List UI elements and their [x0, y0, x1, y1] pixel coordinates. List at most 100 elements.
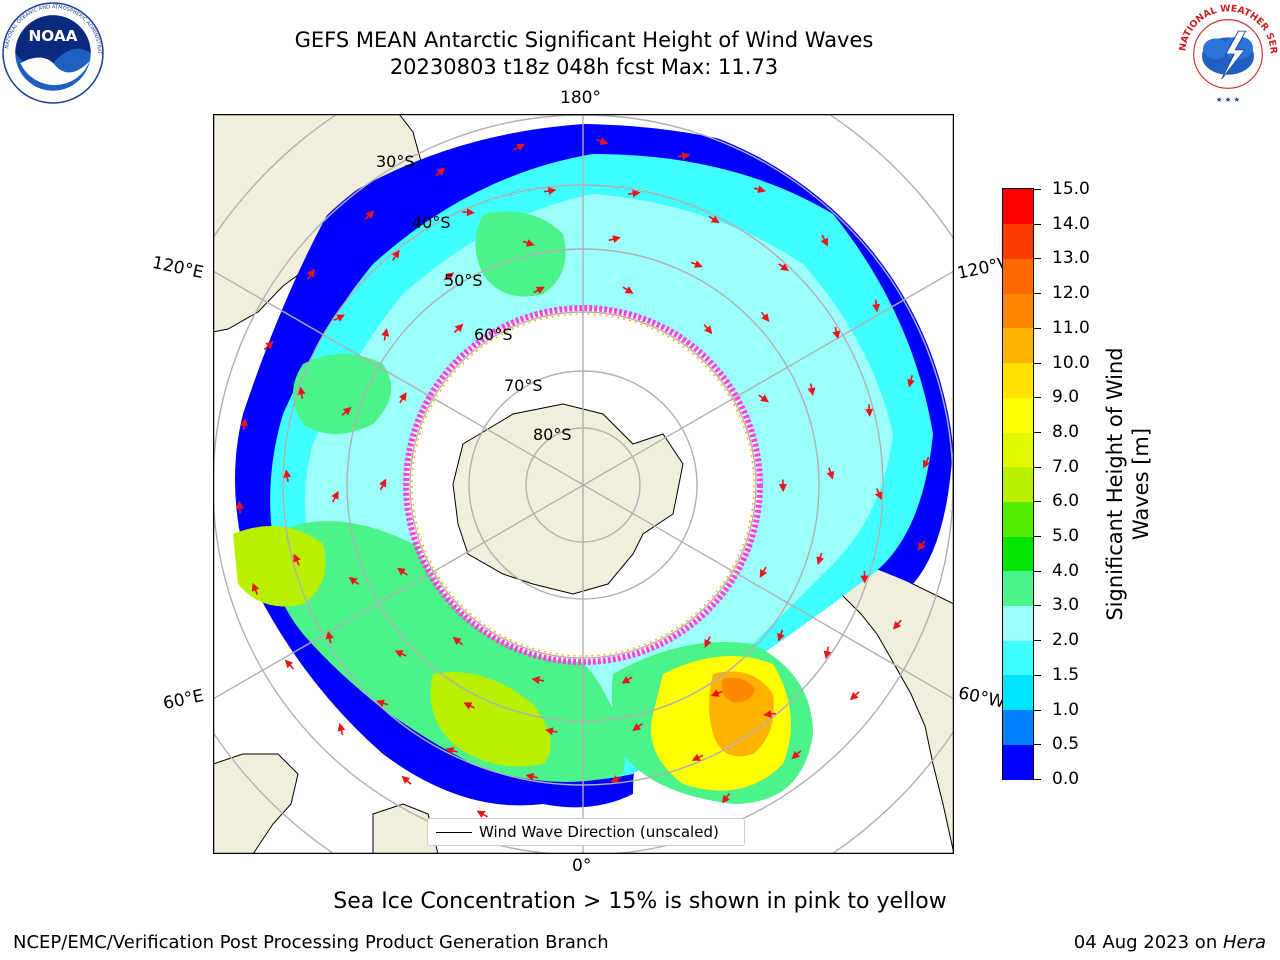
- wave-direction-arrow: [394, 650, 407, 658]
- wave-direction-arrow: [874, 488, 883, 501]
- wave-direction-arrow: [807, 383, 816, 396]
- colorbar-tick: [1034, 397, 1041, 399]
- colorbar-segment: [1003, 536, 1033, 572]
- colorbar-segment: [1003, 258, 1033, 294]
- colorbar-tick-label: 14.0: [1052, 213, 1090, 234]
- polar-wave-map: [213, 114, 954, 854]
- lon-label-60e: 60°E: [161, 685, 206, 715]
- wave-direction-arrow: [677, 152, 691, 160]
- wave-direction-arrow: [391, 249, 400, 261]
- footer-date: 04 Aug 2023 on Hera: [1074, 932, 1266, 953]
- wave-direction-arrow: [690, 260, 703, 268]
- wave-direction-arrow: [331, 490, 339, 503]
- wave-direction-arrow: [763, 710, 776, 719]
- colorbar-tick-label: 12.0: [1052, 283, 1090, 304]
- wave-direction-arrow: [708, 215, 720, 224]
- colorbar-tick-label: 15.0: [1052, 179, 1090, 199]
- colorbar-tick: [1034, 570, 1041, 572]
- colorbar-tick-label: 3.0: [1052, 595, 1080, 616]
- wave-direction-arrow: [293, 553, 301, 566]
- colorbar-tick-label: 11.0: [1052, 317, 1090, 338]
- colorbar-tick-label: 0.0: [1052, 769, 1080, 789]
- colorbar-segment: [1003, 466, 1033, 502]
- antarctica-landmass: [452, 403, 684, 595]
- colorbar-tick: [1034, 779, 1041, 780]
- wave-direction-arrow: [778, 263, 790, 272]
- wave-direction-arrow: [596, 137, 609, 145]
- colorbar-tick-label: 10.0: [1052, 352, 1090, 373]
- noaa-logo: NOAA NATIONAL OCEANIC AND ATMOSPHERIC AD…: [2, 2, 104, 104]
- wave-direction-arrow: [435, 167, 446, 177]
- wave-direction-arrow: [325, 630, 334, 644]
- wave-direction-arrow: [791, 750, 802, 760]
- wave-direction-arrow: [826, 467, 835, 480]
- wave-direction-arrow: [284, 659, 295, 670]
- colorbar-segment: [1003, 189, 1033, 225]
- south-africa-landmass: [213, 753, 299, 854]
- wave-direction-arrow: [453, 323, 464, 334]
- wave-direction-arrow: [348, 576, 360, 586]
- wave-direction-arrow: [522, 239, 535, 247]
- wave-direction-arrow: [333, 314, 346, 322]
- colorbar-tick-label: 0.5: [1052, 734, 1080, 755]
- sea-ice-caption: Sea Ice Concentration > 15% is shown in …: [333, 889, 947, 914]
- wave-direction-arrow: [892, 619, 902, 630]
- colorbar-segment: [1003, 605, 1033, 641]
- wave-direction-arrow: [263, 340, 274, 351]
- wave-direction-arrow: [462, 208, 475, 217]
- wave-direction-arrow: [710, 689, 723, 697]
- wave-direction-arrow: [463, 702, 475, 710]
- footer-credit: NCEP/EMC/Verification Post Processing Pr…: [13, 932, 609, 953]
- colorbar-segment: [1003, 223, 1033, 259]
- wave-direction-arrow: [923, 456, 931, 469]
- wave-direction-arrow: [608, 235, 621, 244]
- colorbar-segment: [1003, 431, 1033, 468]
- wave-direction-arrow: [396, 567, 408, 576]
- wave-direction-arrow: [378, 478, 387, 491]
- colorbar-tick: [1034, 501, 1041, 503]
- colorbar-segment: [1003, 709, 1033, 745]
- wave-direction-arrow: [753, 185, 766, 194]
- wave-direction-arrow: [525, 772, 538, 781]
- wave-direction-arrow: [401, 775, 412, 785]
- wave-direction-arrow: [632, 722, 643, 732]
- colorbar-tick: [1034, 258, 1041, 260]
- colorbar-segment: [1003, 744, 1033, 780]
- colorbar-tick: [1034, 744, 1041, 746]
- wave-direction-arrow: [610, 775, 623, 783]
- wave-direction-arrow: [443, 272, 455, 281]
- wave-direction-arrow: [823, 646, 832, 660]
- colorbar-segment: [1003, 327, 1033, 364]
- lon-label-180: 180°: [560, 88, 601, 108]
- wave-direction-arrow: [758, 394, 770, 403]
- lon-label-60w: 60°W: [956, 683, 1007, 713]
- wave-direction-arrow: [251, 582, 260, 595]
- wave-direction-arrow: [816, 552, 824, 566]
- wave-direction-arrow: [627, 189, 641, 198]
- wave-direction-arrow: [820, 234, 828, 247]
- map-legend: Wind Wave Direction (unscaled): [427, 818, 745, 846]
- colorbar-tick: [1034, 431, 1041, 433]
- colorbar-tick-label: 13.0: [1052, 248, 1090, 269]
- wave-direction-arrow: [297, 386, 306, 400]
- wave-direction-arrow: [398, 392, 407, 404]
- wave-direction-arrows: [235, 137, 931, 833]
- colorbar-tick-label: 8.0: [1052, 421, 1080, 442]
- wave-direction-arrow: [759, 566, 768, 578]
- footer-date-text: 04 Aug 2023 on: [1073, 932, 1223, 953]
- colorbar-tick: [1034, 327, 1041, 329]
- wave-direction-arrow: [832, 326, 841, 340]
- lon-label-120e: 120°E: [150, 252, 206, 284]
- footer-system: Hera: [1222, 932, 1266, 953]
- wave-direction-arrow: [476, 810, 488, 819]
- wave-direction-arrow: [543, 187, 557, 195]
- svg-text:★ ★ ★: ★ ★ ★: [1216, 95, 1241, 104]
- legend-label: Wind Wave Direction (unscaled): [479, 823, 719, 841]
- lon-label-0: 0°: [572, 856, 592, 876]
- wave-direction-arrow: [445, 746, 458, 755]
- colorbar-tick: [1034, 293, 1041, 295]
- colorbar-segment: [1003, 640, 1033, 676]
- nws-logo: NATIONAL WEATHER SERVICE ★ ★ ★: [1176, 2, 1279, 105]
- wave-direction-arrow: [283, 469, 292, 483]
- colorbar-tick: [1034, 674, 1041, 676]
